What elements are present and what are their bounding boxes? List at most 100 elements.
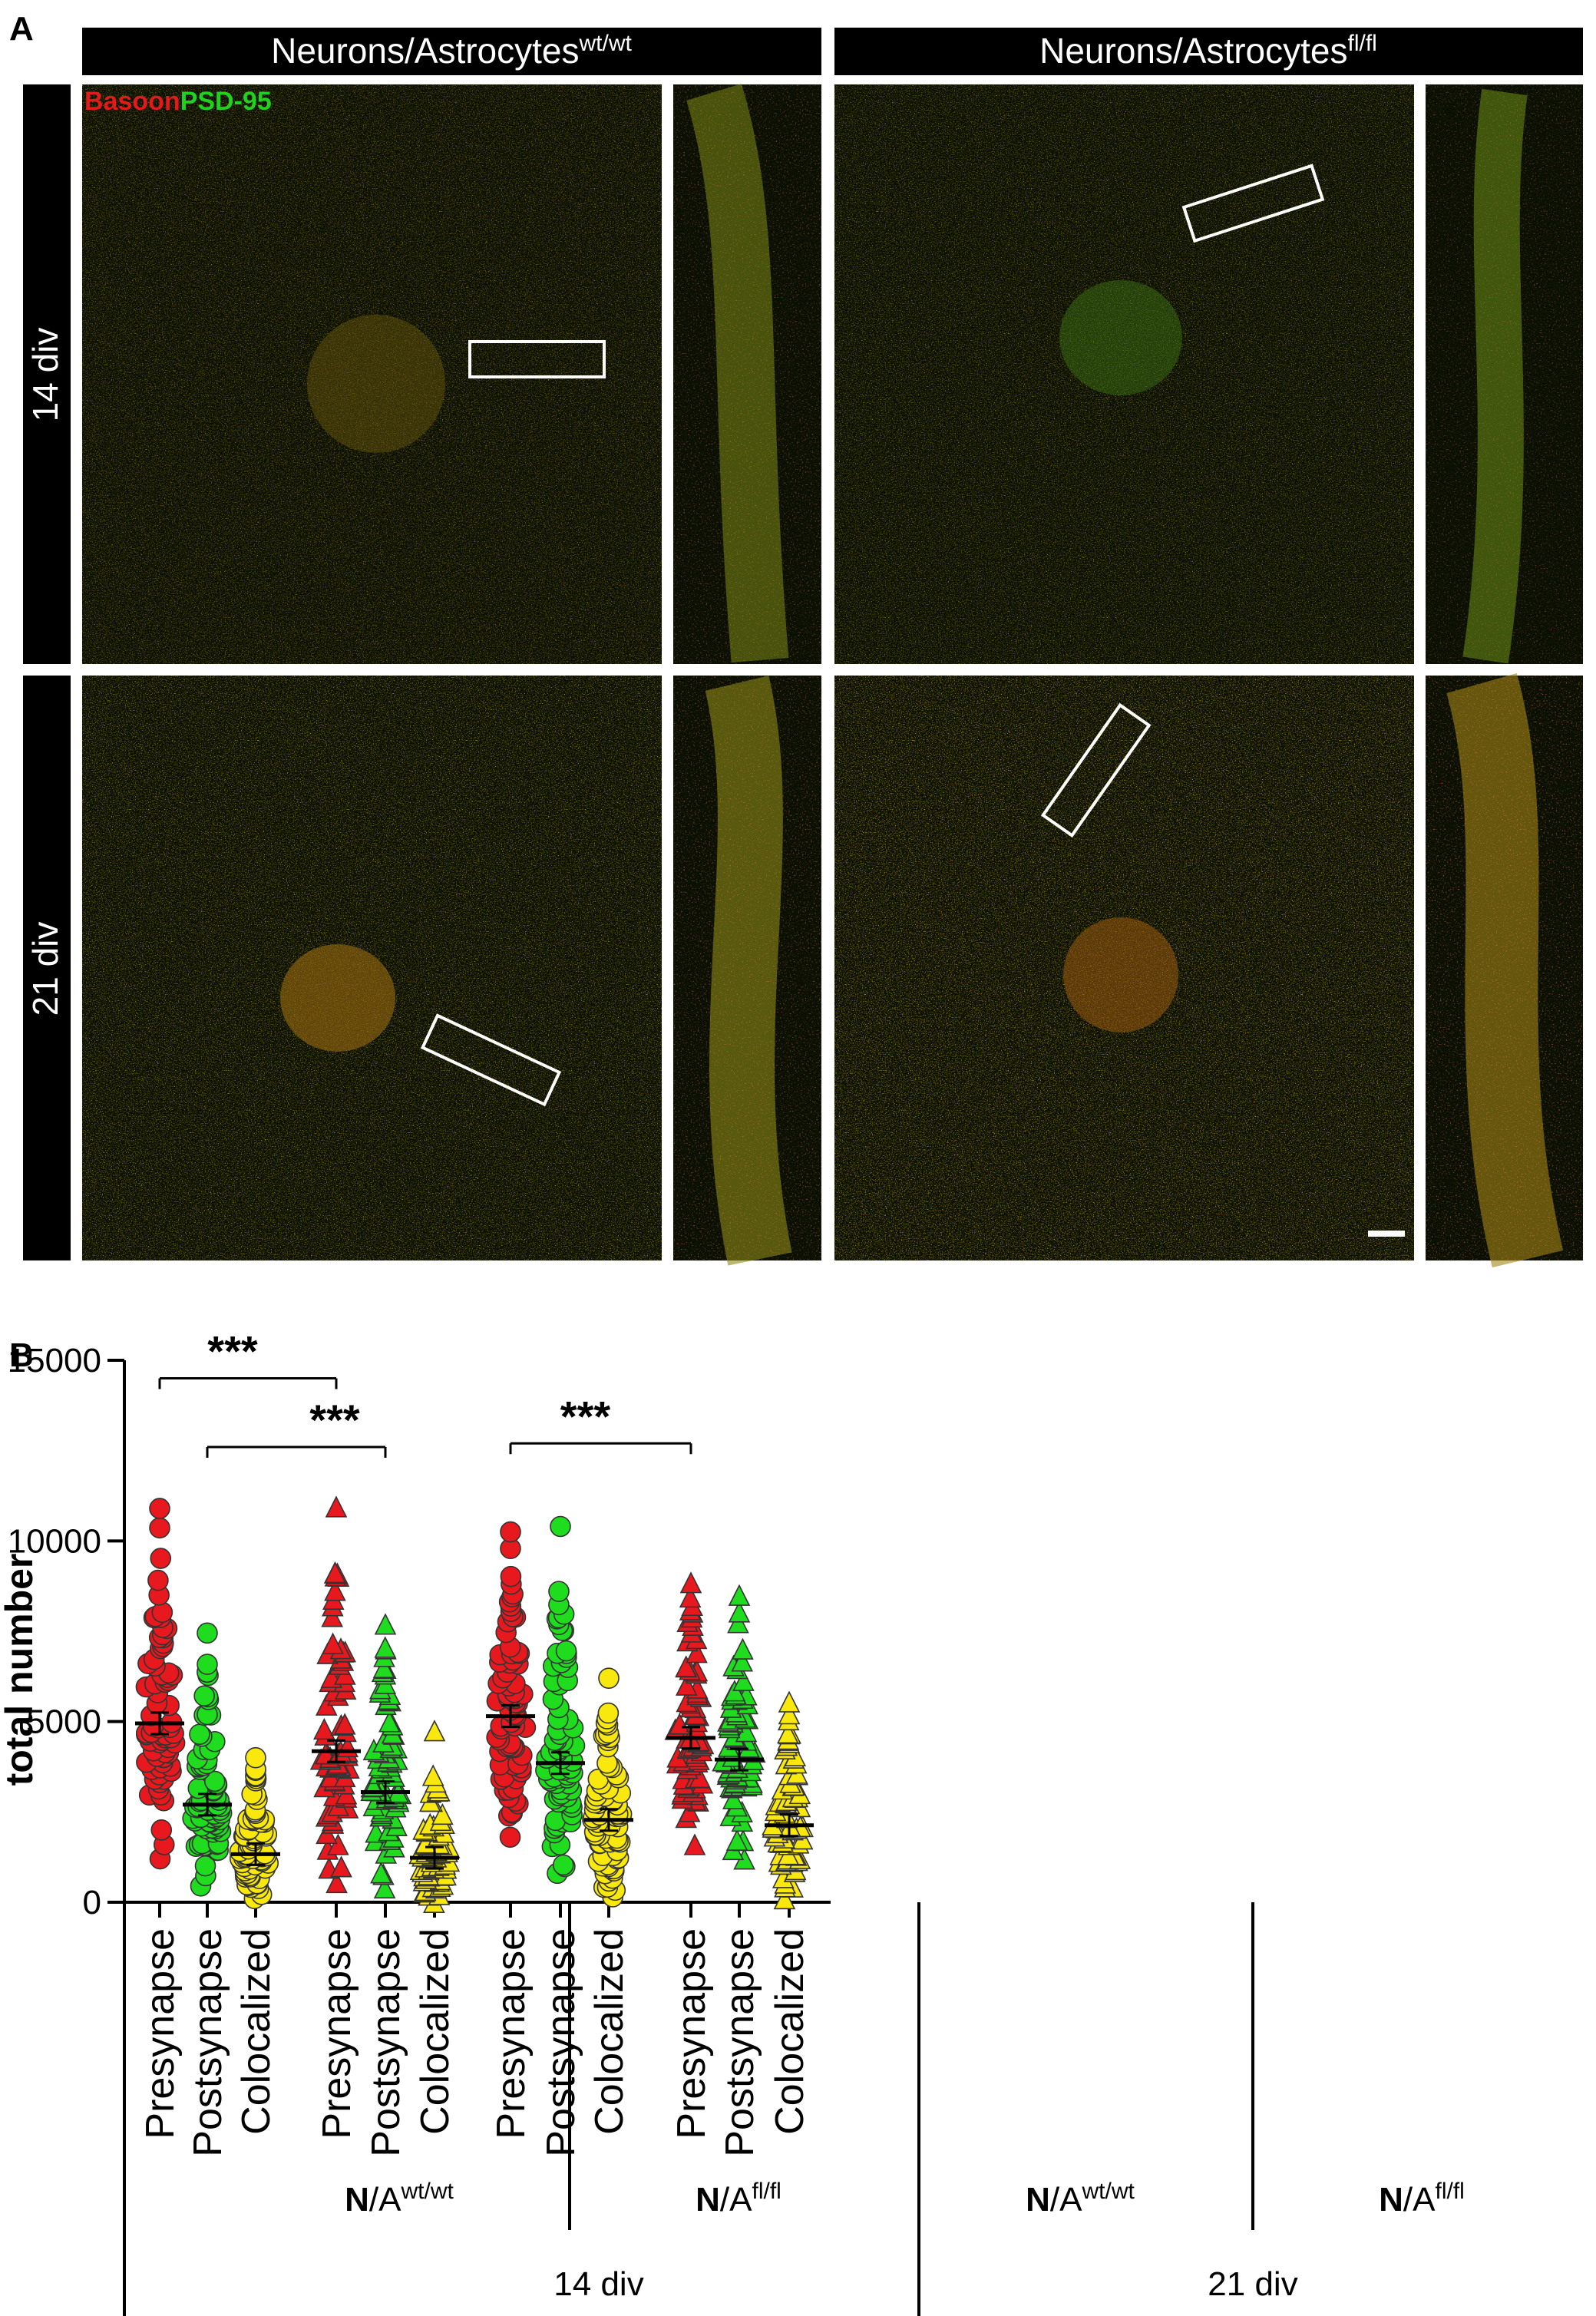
panel-b-letter: B bbox=[9, 1336, 34, 1374]
data-points bbox=[135, 1495, 814, 1913]
significance-brackets: *** *** *** bbox=[158, 1327, 692, 1458]
data-point bbox=[683, 1833, 706, 1855]
group-label: N/Awt/wt bbox=[1026, 2179, 1135, 2219]
data-point bbox=[327, 1833, 349, 1855]
data-point bbox=[598, 1667, 620, 1689]
micrograph-14div-wt-inset bbox=[673, 84, 821, 664]
data-point bbox=[189, 1723, 210, 1745]
group-labels: N/Awt/wt N/Afl/fl N/Awt/wt N/Afl/fl 14 div 21… bbox=[345, 2179, 1465, 2303]
category-label: Colocalized bbox=[587, 1928, 632, 2135]
data-point bbox=[686, 1641, 708, 1663]
y-axis-label: total number bbox=[0, 1554, 41, 1786]
group-label: N/Afl/fl bbox=[1379, 2179, 1465, 2219]
data-point bbox=[728, 1601, 751, 1623]
significance-label: *** bbox=[207, 1327, 258, 1376]
data-point bbox=[149, 1517, 170, 1539]
y-tick-label: 5000 bbox=[26, 1703, 101, 1741]
data-point bbox=[203, 1770, 226, 1792]
data-point bbox=[325, 1495, 348, 1518]
data-point bbox=[725, 1829, 748, 1851]
category-label: Presynapse bbox=[315, 1928, 359, 2139]
data-point bbox=[431, 1802, 454, 1825]
micrograph-14div-wt bbox=[82, 84, 662, 664]
data-point bbox=[151, 1601, 173, 1624]
data-point bbox=[373, 1876, 396, 1899]
data-point bbox=[322, 1632, 344, 1654]
data-point bbox=[324, 1561, 346, 1584]
micrograph-21div-wt bbox=[82, 676, 662, 1260]
period-label: 21 div bbox=[1208, 2265, 1297, 2303]
data-point bbox=[374, 1636, 397, 1658]
stain-label: BasoonPSD-95 bbox=[84, 87, 272, 116]
data-point bbox=[722, 1787, 745, 1809]
micrograph-14div-fl-inset bbox=[1426, 84, 1583, 664]
column-header-wt-bar bbox=[82, 28, 821, 75]
category-label: Colocalized bbox=[234, 1928, 279, 2135]
row-label-21div: 21 div bbox=[25, 922, 65, 1016]
mean-markers bbox=[135, 1704, 814, 1870]
data-point bbox=[732, 1637, 754, 1660]
data-point bbox=[550, 1515, 571, 1538]
data-point bbox=[675, 1673, 698, 1696]
category-label: Presynapse bbox=[669, 1928, 714, 2139]
data-point bbox=[333, 1713, 356, 1735]
row-label-14div: 14 div bbox=[25, 328, 65, 422]
category-label: Presynapse bbox=[489, 1928, 534, 2139]
row-label-21div-bar bbox=[23, 676, 71, 1260]
period-label: 14 div bbox=[553, 2265, 643, 2303]
data-point bbox=[732, 1669, 755, 1691]
data-point bbox=[197, 1622, 218, 1644]
category-labels: Presynapse Postsynapse Colocalized Presynap… bbox=[138, 1928, 812, 2157]
y-tick-label: 15000 bbox=[8, 1342, 101, 1379]
data-point bbox=[727, 1611, 749, 1634]
data-point bbox=[555, 1640, 577, 1662]
y-tick-label: 0 bbox=[83, 1884, 101, 1921]
category-label: Postsynapse bbox=[718, 1928, 762, 2157]
data-point bbox=[675, 1655, 697, 1677]
data-point bbox=[324, 1579, 346, 1601]
micrograph-14div-fl bbox=[834, 84, 1414, 664]
chart-axes bbox=[123, 1360, 1254, 2316]
data-point bbox=[778, 1703, 801, 1725]
group-label: N/Awt/wt bbox=[345, 2179, 454, 2219]
category-label: Postsynapse bbox=[364, 1928, 408, 2157]
category-label: Colocalized bbox=[768, 1928, 812, 2135]
data-point bbox=[552, 1854, 574, 1876]
category-label: Postsynapse bbox=[186, 1928, 230, 2157]
data-point bbox=[773, 1887, 796, 1910]
data-point bbox=[193, 1685, 215, 1707]
data-point bbox=[423, 1720, 446, 1742]
data-point bbox=[500, 1565, 522, 1588]
stain-label-basoon: Basoon bbox=[84, 87, 180, 116]
micrograph-21div-fl bbox=[834, 676, 1414, 1260]
data-point bbox=[548, 1581, 570, 1602]
data-point bbox=[731, 1650, 754, 1672]
data-point bbox=[679, 1571, 702, 1594]
data-point bbox=[679, 1585, 702, 1608]
stain-label-psd95: PSD-95 bbox=[180, 87, 272, 116]
y-ticks: 0 5000 10000 15000 bbox=[8, 1342, 124, 1921]
data-point bbox=[330, 1855, 352, 1878]
data-point bbox=[372, 1656, 395, 1678]
y-tick-label: 10000 bbox=[8, 1522, 101, 1560]
data-point bbox=[499, 1826, 521, 1849]
column-header-fl: Neurons/Astrocytesfl/fl bbox=[1039, 31, 1377, 71]
data-point bbox=[313, 1717, 335, 1740]
data-point bbox=[150, 1548, 172, 1569]
data-point bbox=[321, 1605, 343, 1627]
data-point bbox=[500, 1521, 521, 1543]
category-label: Presynapse bbox=[138, 1928, 183, 2139]
data-point bbox=[150, 1819, 173, 1841]
panel-a-letter: A bbox=[9, 10, 34, 48]
row-label-14div-bar bbox=[23, 84, 71, 664]
data-point bbox=[325, 1871, 348, 1894]
data-point bbox=[778, 1690, 801, 1713]
column-header-wt: Neurons/Astrocyteswt/wt bbox=[271, 31, 632, 71]
data-point bbox=[728, 1584, 751, 1606]
data-point bbox=[245, 1746, 266, 1769]
data-point bbox=[421, 1764, 444, 1786]
data-point bbox=[777, 1722, 799, 1744]
column-header-fl-bar bbox=[834, 28, 1583, 75]
category-label: Colocalized bbox=[413, 1928, 458, 2135]
